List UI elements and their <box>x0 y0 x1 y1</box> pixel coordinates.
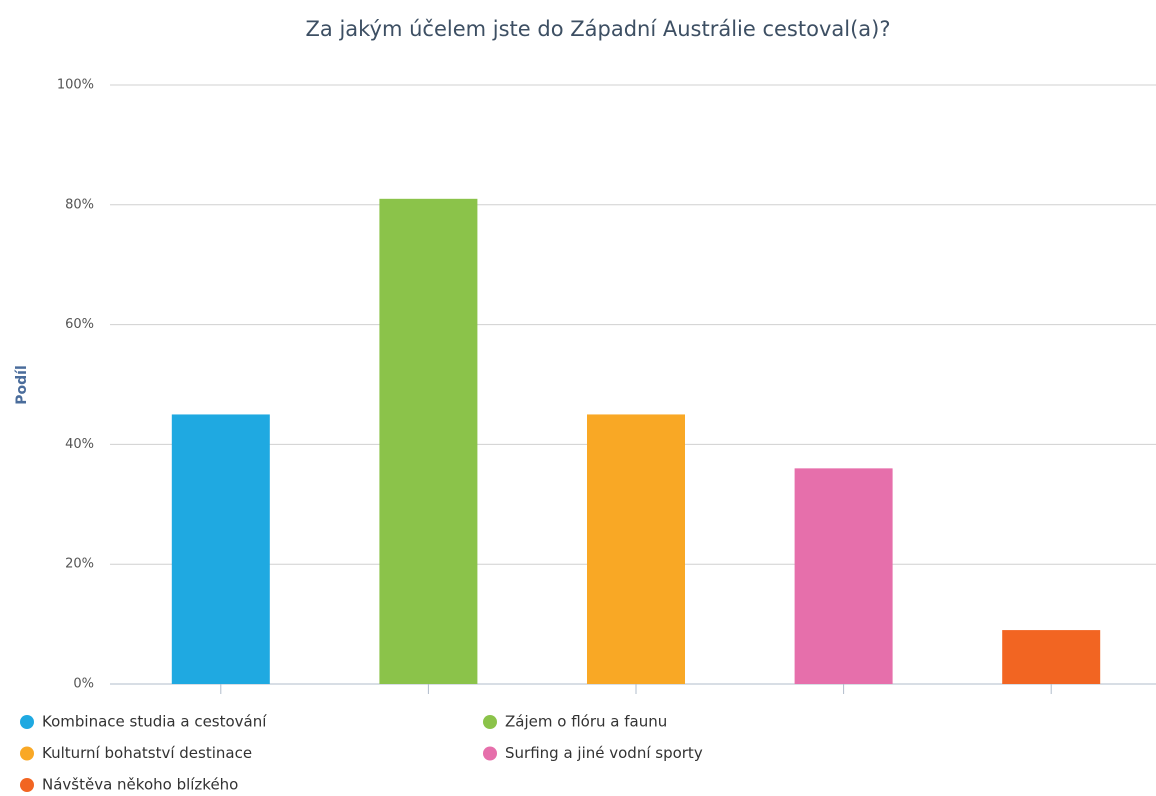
y-tick-label: 60% <box>65 317 94 332</box>
y-tick-label: 0% <box>73 677 94 692</box>
legend-marker <box>20 778 34 792</box>
legend-label: Kombinace studia a cestování <box>42 713 267 731</box>
legend-marker <box>483 715 497 729</box>
y-tick-label: 40% <box>65 437 94 452</box>
legend-marker <box>483 746 497 761</box>
y-tick-label: 100% <box>57 78 94 93</box>
legend-marker <box>20 715 34 729</box>
y-axis-label: Podíl <box>14 365 30 405</box>
chart-title: Za jakým účelem jste do Západní Austráli… <box>306 17 891 41</box>
legend-label: Surfing a jiné vodní sporty <box>505 744 703 762</box>
bar <box>794 468 893 684</box>
y-tick-label: 20% <box>65 557 94 572</box>
bar <box>379 198 478 684</box>
bar <box>171 414 270 684</box>
legend-label: Zájem o flóru a faunu <box>505 713 667 731</box>
bar <box>587 414 685 684</box>
legend-label: Návštěva někoho blízkého <box>42 776 238 794</box>
bar <box>1002 630 1101 684</box>
legend-label: Kulturní bohatství destinace <box>42 744 252 762</box>
legend-marker <box>20 746 34 761</box>
y-tick-label: 80% <box>65 197 94 212</box>
